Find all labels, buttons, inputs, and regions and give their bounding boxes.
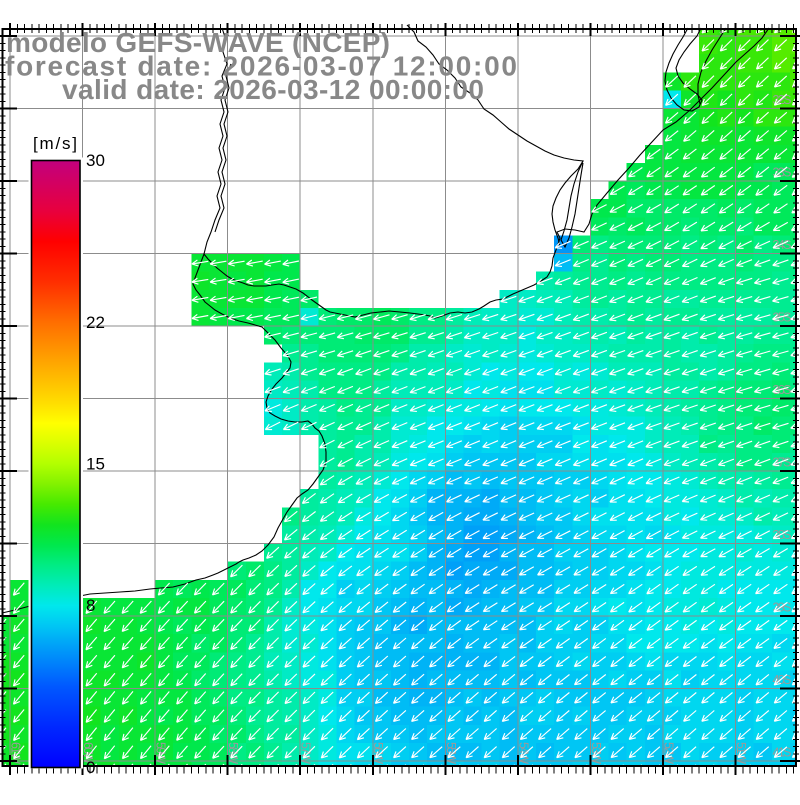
svg-text:33S: 33S: [773, 166, 792, 180]
svg-text:51W: 51W: [734, 742, 748, 764]
svg-text:41S: 41S: [773, 746, 792, 760]
svg-text:[m/s]: [m/s]: [33, 134, 77, 153]
svg-text:54W: 54W: [516, 742, 530, 764]
svg-text:52W: 52W: [661, 742, 675, 764]
svg-text:30: 30: [86, 151, 105, 170]
svg-text:15: 15: [86, 455, 105, 474]
svg-text:53W: 53W: [589, 742, 603, 764]
svg-text:57W: 57W: [299, 742, 313, 764]
svg-text:forecast date: 2026-03-07 12:0: forecast date: 2026-03-07 12:00:00: [5, 51, 517, 82]
svg-text:59W: 59W: [154, 742, 168, 764]
svg-text:40S: 40S: [773, 673, 792, 687]
svg-text:valid date: 2026-03-12 00:00:0: valid date: 2026-03-12 00:00:00: [62, 74, 484, 105]
svg-text:modelo GEFS-WAVE (NCEP): modelo GEFS-WAVE (NCEP): [6, 27, 390, 58]
svg-text:8: 8: [86, 596, 95, 615]
svg-text:35S: 35S: [773, 311, 792, 325]
svg-text:61W: 61W: [9, 742, 23, 764]
svg-text:36S: 36S: [773, 383, 792, 397]
svg-text:56W: 56W: [371, 742, 385, 764]
svg-text:32S: 32S: [773, 93, 792, 107]
svg-text:55W: 55W: [444, 742, 458, 764]
svg-text:39S: 39S: [773, 601, 792, 615]
svg-text:60W: 60W: [81, 742, 95, 764]
svg-text:22: 22: [86, 313, 105, 332]
svg-text:0: 0: [86, 758, 95, 777]
svg-text:58W: 58W: [226, 742, 240, 764]
